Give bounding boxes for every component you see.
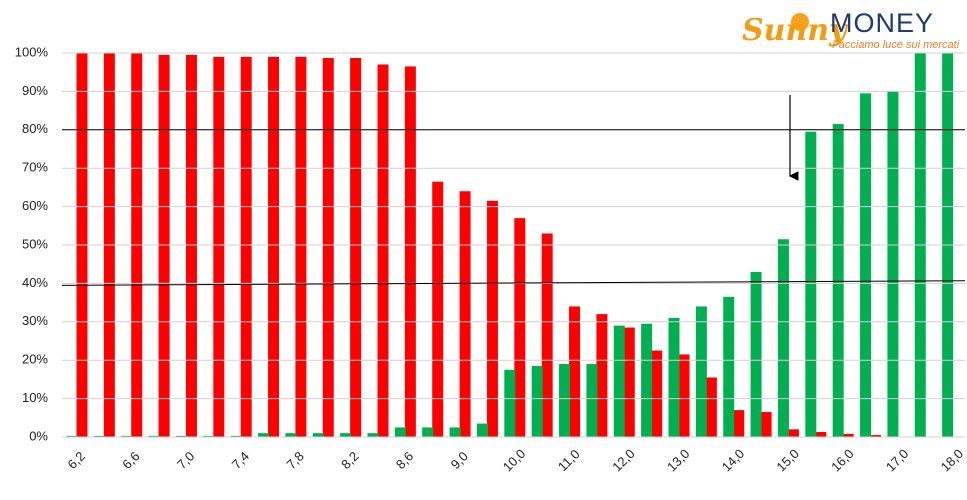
bar — [842, 433, 854, 437]
logo-brand: Sunny — [742, 13, 849, 48]
bar — [832, 124, 844, 437]
x-tick-label: 13,0 — [664, 446, 693, 475]
bar — [203, 435, 215, 437]
bar — [295, 56, 307, 438]
bar — [213, 56, 225, 438]
bar — [66, 435, 78, 437]
y-tick-label: 30% — [22, 313, 48, 328]
bar — [240, 56, 252, 438]
bar — [93, 435, 105, 437]
y-tick-label: 0% — [29, 428, 48, 443]
bar — [158, 54, 170, 438]
x-tick-label: 18,0 — [938, 446, 967, 475]
bar — [623, 327, 635, 437]
bar — [787, 429, 799, 437]
bar — [459, 191, 471, 437]
bar — [350, 57, 362, 437]
bar — [258, 433, 270, 437]
y-tick-label: 50% — [22, 236, 48, 251]
bar — [695, 306, 707, 437]
x-tick-label: 14,0 — [719, 446, 748, 475]
y-tick-label: 20% — [22, 352, 48, 367]
y-tick-label: 80% — [22, 121, 48, 136]
bar — [559, 364, 571, 437]
x-tick-label: 17,0 — [883, 446, 912, 475]
bar — [476, 423, 488, 437]
x-tick-label: 10,0 — [500, 446, 529, 475]
bar — [486, 200, 498, 437]
y-tick-label: 40% — [22, 275, 48, 290]
bar — [596, 314, 608, 437]
x-tick-label: 7,8 — [283, 449, 306, 472]
x-tick-label: 8,6 — [393, 449, 416, 472]
logo-brand: MONEY — [830, 8, 934, 38]
bar — [777, 239, 789, 437]
bar — [870, 435, 882, 437]
bar — [285, 433, 297, 437]
bar — [586, 364, 598, 437]
bar — [175, 435, 187, 437]
bar — [230, 435, 242, 437]
bar — [185, 54, 197, 438]
x-tick-label: 15,0 — [773, 446, 802, 475]
bar — [432, 181, 444, 437]
logo-sun — [791, 13, 809, 31]
bar — [641, 323, 653, 437]
bar — [750, 271, 762, 437]
y-tick-label: 70% — [22, 160, 48, 175]
bar — [705, 377, 717, 437]
x-tick-label: 7,4 — [229, 449, 252, 472]
bar — [887, 91, 899, 438]
y-tick-label: 90% — [22, 83, 48, 98]
bar — [541, 233, 553, 437]
logo-tagline: Facciamo luce sui mercati — [832, 39, 960, 51]
reference-line — [61, 280, 966, 286]
y-tick-label: 60% — [22, 198, 48, 213]
x-tick-label: 9,0 — [448, 449, 471, 472]
bar — [404, 66, 416, 437]
bar — [148, 435, 160, 437]
bar — [805, 131, 817, 437]
bar — [422, 427, 434, 437]
x-tick-label: 7,0 — [174, 449, 197, 472]
bar — [723, 296, 735, 437]
bar — [860, 93, 872, 437]
logo: Sunny MONEY Facciamo luce sui mercati — [742, 8, 960, 51]
x-tick-label: 6,2 — [65, 449, 88, 472]
x-tick-label: 8,2 — [338, 449, 361, 472]
bar — [367, 433, 379, 437]
bar — [121, 435, 133, 437]
bar — [394, 427, 406, 437]
bar — [531, 365, 543, 437]
bar — [760, 412, 772, 437]
y-tick-label: 10% — [22, 390, 48, 405]
y-tick-label: 100% — [15, 44, 49, 59]
bar — [668, 317, 680, 437]
bar — [733, 410, 745, 437]
bar — [504, 369, 516, 437]
bar — [377, 64, 389, 438]
bar — [514, 218, 526, 437]
x-tick-label: 6,6 — [119, 449, 142, 472]
x-tick-label: 12,0 — [609, 446, 638, 475]
bar — [340, 433, 352, 437]
bar — [322, 57, 334, 437]
bar — [449, 427, 461, 437]
bar — [268, 56, 280, 438]
bar — [569, 306, 581, 437]
x-tick-label: 11,0 — [555, 446, 583, 474]
bar — [312, 433, 324, 437]
bar — [678, 354, 690, 437]
bar — [815, 432, 827, 437]
bar — [651, 350, 663, 437]
bar — [613, 325, 625, 437]
x-tick-label: 16,0 — [828, 446, 857, 475]
